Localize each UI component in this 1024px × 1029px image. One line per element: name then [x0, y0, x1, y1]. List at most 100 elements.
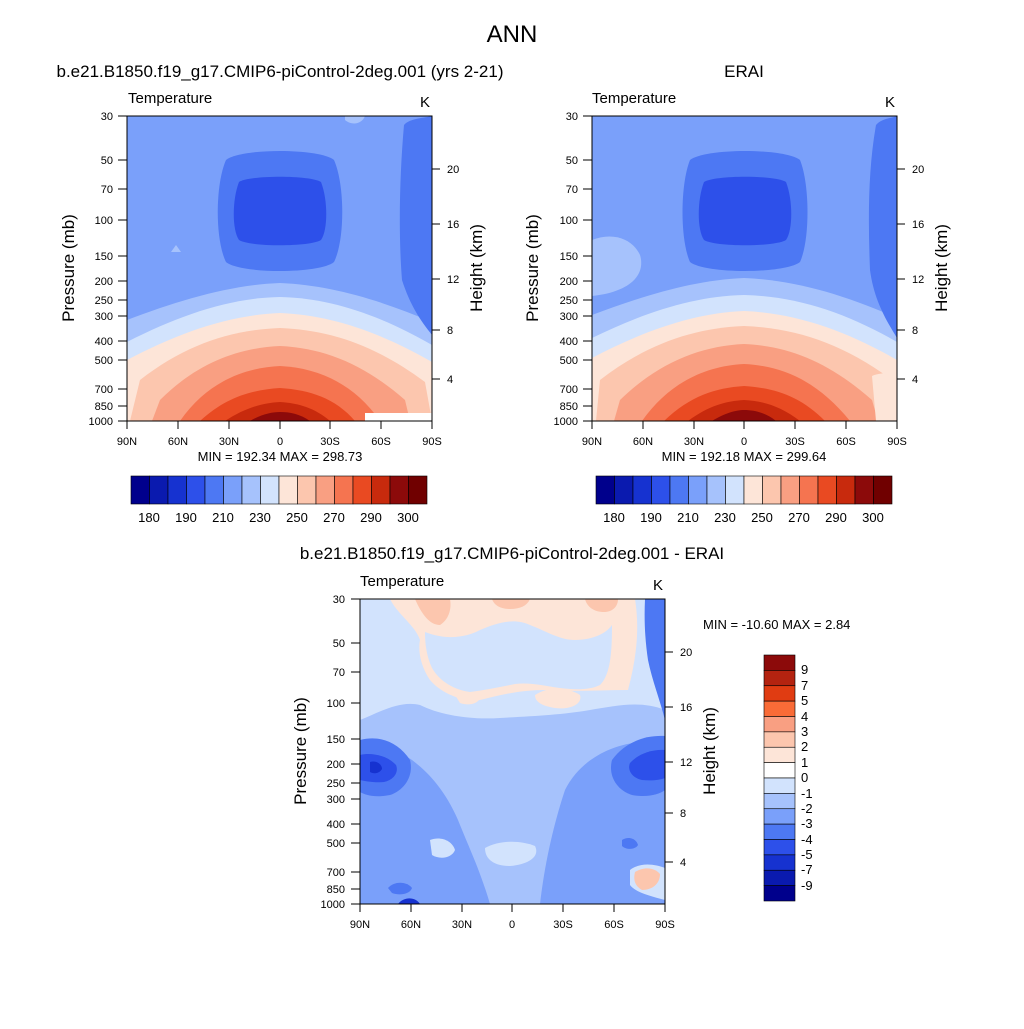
- y-tick-label: 500: [95, 355, 113, 367]
- y-tick-label: 850: [327, 884, 345, 896]
- colorbar-swatch: [762, 475, 782, 505]
- colorbar-label: 180: [603, 510, 625, 525]
- colorbar-label: 4: [801, 709, 808, 724]
- y2-axis-label: Height (km): [700, 707, 719, 795]
- colorbar-swatch: [408, 475, 428, 505]
- x-tick-labels: 90N 60N 30N 0 30S 60S 90S: [350, 919, 675, 931]
- colorbar-swatch: [651, 475, 671, 505]
- y-tick-labels: 30 50 70 100 150 200 250 300 400 500 700…: [89, 111, 113, 428]
- colorbar-swatch: [763, 885, 796, 902]
- panel-difference: b.e21.B1850.f19_g17.CMIP6-piControl-2deg…: [291, 544, 850, 931]
- height-tick-label: 12: [912, 274, 924, 286]
- colorbar-swatch: [688, 475, 708, 505]
- colorbar-label: 230: [249, 510, 271, 525]
- height-tick-label: 8: [680, 808, 686, 820]
- y-tick-label: 150: [327, 734, 345, 746]
- height-tick-label: 4: [447, 374, 453, 386]
- colorbar-label: 300: [862, 510, 884, 525]
- y-tick-label: 100: [95, 215, 113, 227]
- colorbar-label: 250: [286, 510, 308, 525]
- x-tick-labels: 90N 60N 30N 0 30S 60S 90S: [117, 436, 442, 448]
- y-tick-label: 70: [566, 184, 578, 196]
- y-tick-label: 300: [560, 311, 578, 323]
- colorbar-swatch: [763, 670, 796, 687]
- colorbar: [595, 475, 893, 505]
- y-tick-label: 50: [566, 155, 578, 167]
- colorbar-label: 290: [825, 510, 847, 525]
- x-tick-label: 30S: [320, 436, 340, 448]
- y-tick-label: 200: [560, 276, 578, 288]
- height-ticks: [897, 168, 905, 380]
- colorbar-swatch: [389, 475, 409, 505]
- colorbar-label: 180: [138, 510, 160, 525]
- colorbar-swatch: [669, 475, 689, 505]
- min-max-stats: MIN = -10.60 MAX = 2.84: [703, 617, 850, 632]
- y-tick-label: 400: [95, 336, 113, 348]
- y-tick-label: 500: [560, 355, 578, 367]
- height-tick-labels: 20 16 12 8 4: [912, 164, 924, 386]
- x-tick-label: 0: [509, 919, 515, 931]
- x-tick-label: 60N: [401, 919, 421, 931]
- height-tick-label: 16: [912, 219, 924, 231]
- panel-model: b.e21.B1850.f19_g17.CMIP6-piControl-2deg…: [57, 62, 504, 525]
- colorbar-swatch: [763, 854, 796, 871]
- colorbar-label: 190: [175, 510, 197, 525]
- y-tick-labels: 30 50 70 100 150 200 250 300 400 500 700…: [554, 111, 578, 428]
- x-tick-label: 30N: [219, 436, 239, 448]
- contour-field: [360, 599, 665, 904]
- colorbar-swatch: [632, 475, 652, 505]
- colorbar-swatch: [763, 685, 796, 702]
- colorbar-swatch: [763, 716, 796, 733]
- colorbar-label: 210: [212, 510, 234, 525]
- colorbar-swatch: [334, 475, 354, 505]
- x-tick-label: 60S: [371, 436, 391, 448]
- colorbar-swatch: [315, 475, 335, 505]
- colorbar-swatch: [763, 700, 796, 717]
- x-ticks: [359, 904, 666, 912]
- colorbar-swatch: [278, 475, 298, 505]
- y-tick-label: 500: [327, 838, 345, 850]
- y-ticks: [118, 115, 127, 422]
- colorbar-swatch: [836, 475, 856, 505]
- colorbar-swatch: [763, 654, 796, 671]
- colorbar-label: -4: [801, 832, 813, 847]
- x-tick-label: 90N: [117, 436, 137, 448]
- colorbar-label: -9: [801, 878, 813, 893]
- min-max-stats: MIN = 192.34 MAX = 298.73: [198, 449, 363, 464]
- height-tick-label: 12: [680, 757, 692, 769]
- x-ticks: [126, 421, 433, 429]
- height-tick-label: 12: [447, 274, 459, 286]
- colorbar-label: 7: [801, 678, 808, 693]
- panel-title: b.e21.B1850.f19_g17.CMIP6-piControl-2deg…: [57, 62, 504, 81]
- panel-title: ERAI: [724, 62, 764, 81]
- x-ticks: [591, 421, 898, 429]
- colorbar-swatch: [223, 475, 243, 505]
- y-tick-label: 700: [327, 867, 345, 879]
- x-tick-label: 90S: [422, 436, 442, 448]
- min-max-stats: MIN = 192.18 MAX = 299.64: [662, 449, 827, 464]
- x-tick-label: 90S: [655, 919, 675, 931]
- y-tick-label: 300: [95, 311, 113, 323]
- colorbar-swatch: [204, 475, 224, 505]
- colorbar-label: 3: [801, 724, 808, 739]
- height-ticks: [665, 651, 673, 863]
- y-tick-label: 250: [327, 778, 345, 790]
- units-label: K: [653, 577, 663, 594]
- colorbar-swatch: [725, 475, 745, 505]
- height-tick-label: 8: [447, 325, 453, 337]
- y-tick-label: 100: [327, 698, 345, 710]
- colorbar-labels: 9 7 5 4 3 2 1 0 -1 -2 -3 -4 -5 -7 -9: [801, 662, 813, 893]
- colorbar-label: 270: [323, 510, 345, 525]
- colorbar-swatch: [186, 475, 206, 505]
- colorbar: [763, 654, 796, 902]
- y-tick-label: 150: [95, 251, 113, 263]
- y2-axis-label: Height (km): [932, 224, 951, 312]
- y-ticks: [583, 115, 592, 422]
- contour-field: [592, 116, 897, 421]
- colorbar-label: 190: [640, 510, 662, 525]
- x-tick-label: 60N: [633, 436, 653, 448]
- colorbar-swatch: [763, 746, 796, 763]
- units-label: K: [420, 94, 430, 111]
- colorbar-swatch: [873, 475, 893, 505]
- y-tick-label: 70: [101, 184, 113, 196]
